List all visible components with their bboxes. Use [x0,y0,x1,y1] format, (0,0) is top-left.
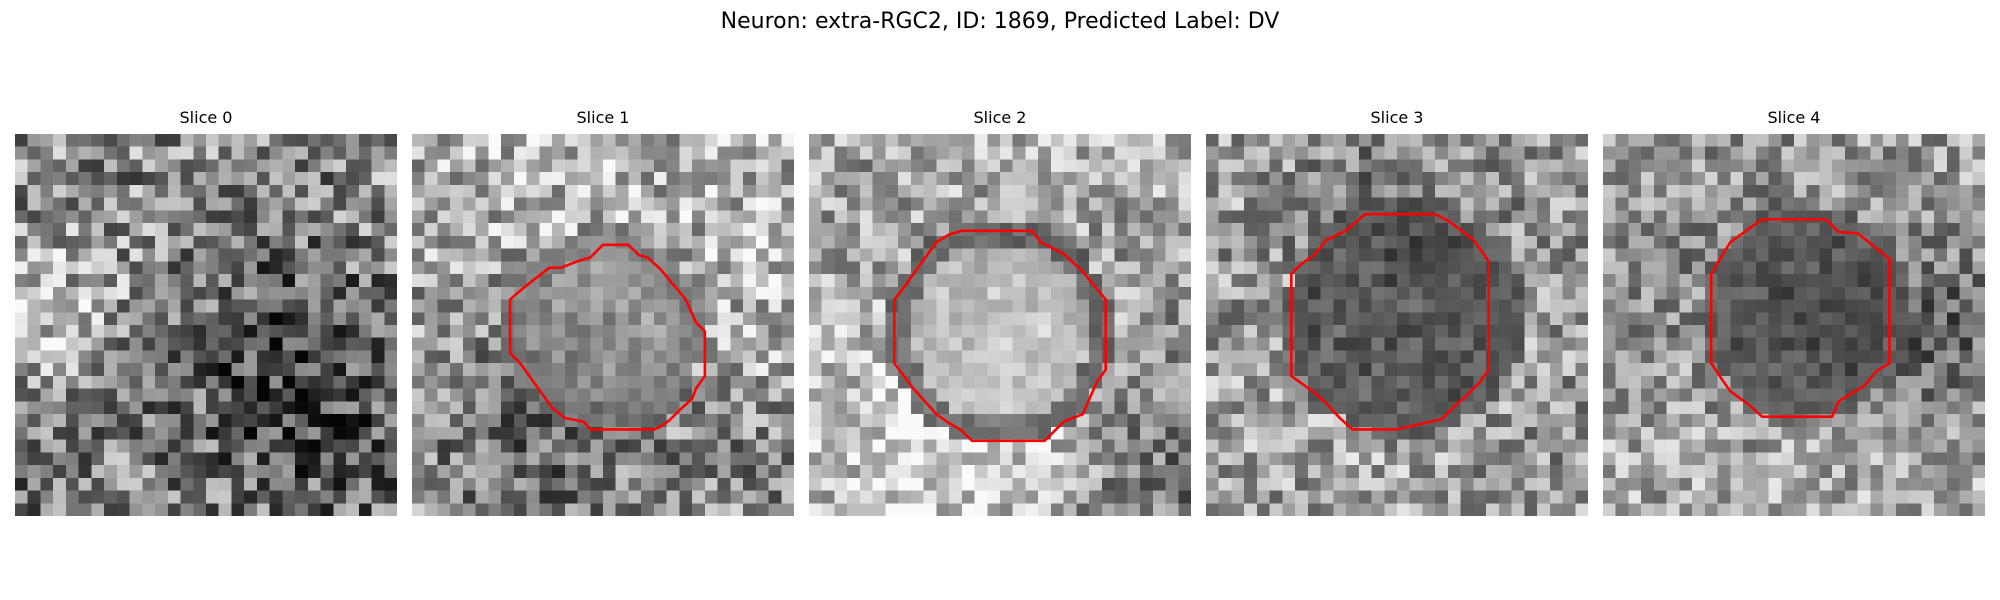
slice-title: Slice 1 [412,108,794,128]
slice-panel-1: Slice 1 [412,108,794,516]
slice-pixels [412,134,794,516]
slice-pixels [1206,134,1588,516]
slice-image [15,134,397,516]
slice-panel-4: Slice 4 [1603,108,1985,516]
slice-image [809,134,1191,516]
slice-pixels [809,134,1191,516]
slice-title: Slice 3 [1206,108,1588,128]
slice-pixels [1603,134,1985,516]
slice-image [1206,134,1588,516]
slice-title: Slice 0 [15,108,397,128]
slice-panel-0: Slice 0 [15,108,397,516]
slice-image [1603,134,1985,516]
slice-title: Slice 2 [809,108,1191,128]
slice-panel-2: Slice 2 [809,108,1191,516]
slice-title: Slice 4 [1603,108,1985,128]
figure-title: Neuron: extra-RGC2, ID: 1869, Predicted … [0,6,2000,38]
slice-image [412,134,794,516]
slice-pixels [15,134,397,516]
slice-panel-3: Slice 3 [1206,108,1588,516]
